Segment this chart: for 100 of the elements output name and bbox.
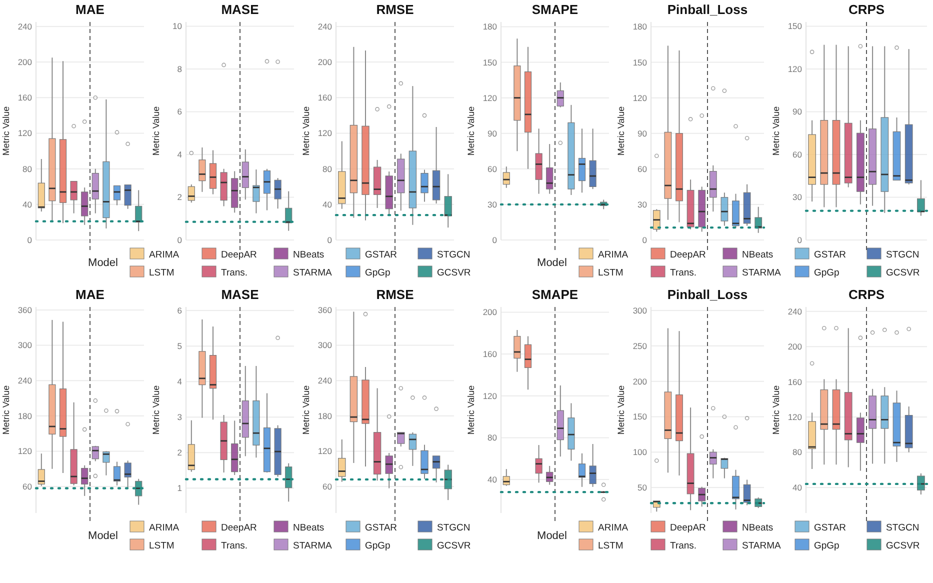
y-tick-label: 200 — [18, 57, 32, 68]
chart-title: RMSE — [376, 287, 414, 302]
y-tick-label: 300 — [318, 340, 332, 350]
y-tick-label: 60 — [792, 149, 802, 160]
y-tick-label: 160 — [318, 92, 332, 103]
legend-label: LSTM — [149, 268, 174, 278]
y-tick-label: 120 — [318, 446, 332, 456]
y-tick-label: 180 — [18, 410, 32, 421]
y-tick-label: 200 — [318, 57, 332, 68]
y-axis-title: Metric Value — [1, 106, 11, 156]
legend-label: GpGp — [365, 268, 390, 278]
y-tick-label: 3 — [177, 412, 182, 422]
y-tick-label: 0 — [27, 234, 32, 245]
legend-label: NBeats — [293, 250, 324, 260]
legend-label: ARIMA — [149, 522, 180, 534]
y-axis-title: Metric Value — [771, 106, 781, 156]
legend-title: Model — [537, 530, 567, 542]
y-tick-label: 100 — [632, 447, 648, 458]
y-tick-label: 60 — [488, 164, 498, 174]
chart-title: Pinball_Loss — [667, 2, 748, 17]
y-tick-label: 30 — [488, 199, 498, 210]
legend-label: STARMA — [742, 268, 782, 278]
y-tick-label: 180 — [632, 22, 648, 32]
y-tick-label: 2 — [177, 192, 182, 202]
y-tick-label: 10 — [172, 21, 182, 32]
legend-label: Trans. — [670, 540, 697, 552]
y-tick-label: 60 — [322, 481, 332, 492]
legend-label: STGCN — [437, 522, 470, 534]
legend-label: GSTAR — [814, 250, 846, 260]
y-tick-label: 240 — [18, 21, 32, 32]
y-tick-label: 360 — [318, 304, 332, 315]
legend-label: STARMA — [293, 540, 333, 552]
legend-label: GpGp — [814, 268, 840, 278]
legend-label: LSTM — [598, 540, 624, 552]
y-tick-label: 90 — [488, 128, 498, 138]
legend-label: LSTM — [149, 540, 174, 552]
y-tick-label: 300 — [632, 306, 648, 316]
y-axis-title: Metric Value — [616, 106, 626, 156]
y-tick-label: 200 — [632, 376, 648, 386]
y-tick-label: 40 — [322, 199, 332, 210]
chart-title: SMAPE — [532, 287, 578, 302]
y-tick-label: 40 — [488, 474, 498, 485]
y-tick-label: 120 — [482, 92, 498, 103]
y-tick-label: 240 — [788, 306, 802, 316]
y-tick-label: 200 — [788, 342, 802, 352]
y-tick-label: 40 — [792, 482, 802, 492]
y-tick-label: 240 — [318, 376, 332, 386]
legend-label: DeepAR — [221, 250, 258, 260]
chart-title: MASE — [221, 287, 260, 302]
legend-label: STGCN — [886, 250, 920, 260]
legend-label: STGCN — [437, 250, 470, 260]
legend-label: NBeats — [293, 522, 324, 534]
y-tick-label: 30 — [792, 192, 802, 202]
legend-label: GpGp — [814, 540, 840, 552]
y-tick-label: 160 — [18, 92, 32, 103]
legend-label: ARIMA — [149, 250, 180, 260]
y-axis-title: Metric Value — [466, 385, 476, 435]
y-tick-label: 150 — [788, 21, 802, 32]
y-tick-label: 160 — [788, 376, 802, 387]
legend-label: ARIMA — [598, 522, 629, 534]
legend-label: DeepAR — [670, 250, 706, 260]
chart-title: MASE — [221, 2, 260, 17]
y-tick-label: 150 — [632, 412, 648, 422]
y-tick-label: 120 — [788, 412, 802, 422]
legend-label: GCSVR — [886, 540, 920, 552]
y-tick-label: 120 — [318, 128, 332, 138]
legend-label: Trans. — [221, 268, 248, 278]
y-tick-label: 120 — [788, 64, 802, 74]
y-axis-title: Metric Value — [771, 385, 781, 435]
y-tick-label: 90 — [638, 128, 648, 138]
y-tick-label: 8 — [177, 64, 182, 74]
legend-label: GCSVR — [886, 268, 920, 278]
y-tick-label: 0 — [177, 234, 182, 245]
y-tick-label: 200 — [482, 307, 498, 318]
legend-label: NBeats — [742, 250, 774, 260]
y-tick-label: 1 — [177, 483, 182, 494]
chart-title: SMAPE — [532, 2, 578, 17]
y-tick-label: 40 — [22, 199, 32, 210]
legend-title: Model — [88, 257, 118, 269]
y-tick-label: 360 — [18, 304, 32, 315]
legend-title: Model — [537, 257, 567, 269]
y-axis-title: Metric Value — [466, 106, 476, 156]
y-axis-title: Metric Value — [616, 385, 626, 435]
y-tick-label: 60 — [638, 164, 648, 174]
y-axis-title: Metric Value — [301, 385, 311, 435]
chart-title: MAE — [76, 287, 105, 302]
y-axis-title: Metric Value — [1, 385, 11, 435]
y-tick-label: 180 — [482, 22, 498, 32]
legend-label: STARMA — [293, 268, 333, 278]
y-tick-label: 80 — [22, 164, 32, 174]
y-tick-label: 120 — [632, 92, 648, 103]
y-tick-label: 120 — [18, 128, 32, 138]
legend-label: Trans. — [670, 268, 697, 278]
chart-title: RMSE — [376, 2, 414, 17]
y-tick-label: 120 — [482, 390, 498, 401]
legend-label: LSTM — [598, 268, 624, 278]
legend-label: STGCN — [886, 522, 920, 534]
y-tick-label: 0 — [327, 234, 332, 245]
y-tick-label: 80 — [488, 432, 498, 443]
y-axis-title: Metric Value — [151, 385, 161, 435]
